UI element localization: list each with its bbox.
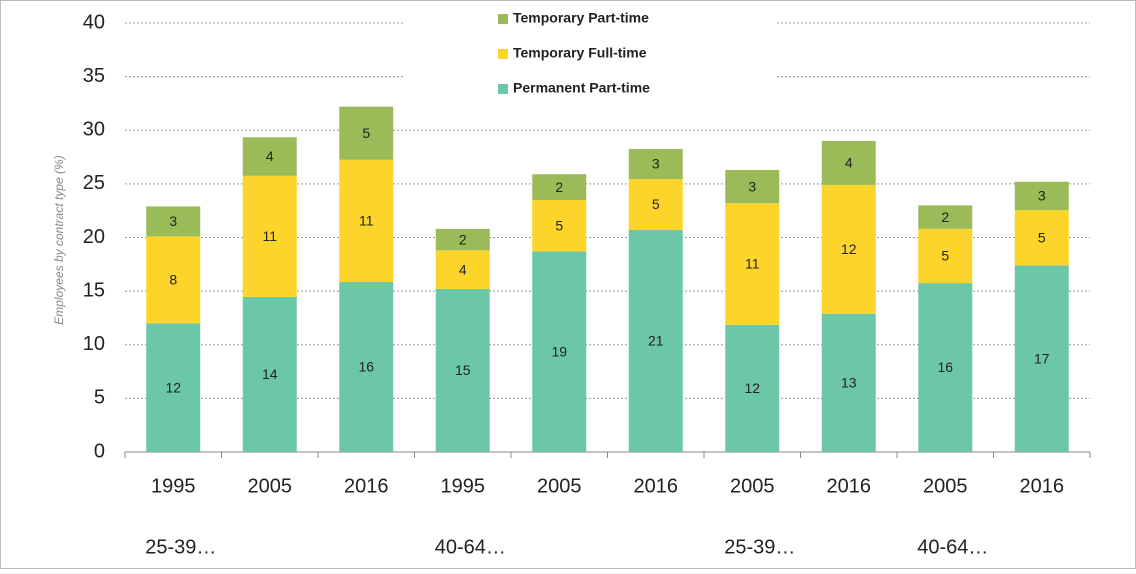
x-tick-label: 2016	[634, 475, 679, 497]
bar-segment	[918, 205, 973, 229]
bar-segment	[242, 175, 297, 298]
value-label: 15	[455, 362, 471, 378]
bar-segment	[821, 140, 876, 185]
value-label: 5	[941, 248, 949, 264]
bar-segment	[146, 206, 201, 237]
legend-label: Temporary Full-time	[513, 45, 647, 61]
value-label: 11	[262, 228, 277, 244]
y-tick-label: 15	[83, 279, 105, 301]
y-tick-label: 5	[94, 387, 105, 409]
legend-background	[405, 5, 775, 105]
y-tick-label: 20	[83, 226, 105, 248]
group-label: 25-39…	[724, 536, 795, 558]
y-tick-label: 10	[83, 333, 105, 355]
value-label: 21	[648, 333, 664, 349]
bar-segment	[821, 184, 876, 314]
value-label: 3	[169, 213, 177, 229]
value-label: 4	[845, 155, 853, 171]
bar-segment	[1014, 181, 1069, 211]
value-label: 3	[748, 178, 756, 194]
value-label: 4	[459, 261, 467, 277]
legend-swatch	[498, 84, 508, 94]
value-label: 3	[1038, 188, 1046, 204]
value-label: 12	[744, 380, 760, 396]
bar-segment	[435, 228, 490, 251]
value-label: 8	[169, 272, 177, 288]
x-tick-label: 2016	[827, 475, 872, 497]
bar-segment	[532, 251, 587, 452]
bar-segment	[242, 137, 297, 176]
group-label: 40-64…	[435, 536, 506, 558]
value-label: 12	[165, 379, 181, 395]
bar-segment	[532, 174, 587, 200]
y-axis-label: Employees by contract type (%)	[52, 155, 66, 324]
bar-segment	[435, 288, 490, 452]
x-tick-label: 2005	[923, 475, 968, 497]
x-tick-label: 2016	[1020, 475, 1065, 497]
value-label: 5	[362, 125, 370, 141]
x-tick-label: 1995	[441, 475, 486, 497]
x-tick-label: 2005	[730, 475, 775, 497]
bar-segment	[628, 229, 683, 452]
y-tick-label: 0	[94, 440, 105, 462]
x-tick-label: 1995	[151, 475, 196, 497]
bar-segment	[821, 313, 876, 452]
value-label: 4	[266, 148, 274, 164]
value-label: 3	[652, 156, 660, 172]
value-label: 16	[937, 359, 953, 375]
value-label: 5	[555, 217, 563, 233]
bar-segment	[628, 179, 683, 230]
group-label: 40-64…	[917, 536, 988, 558]
value-label: 11	[745, 256, 760, 272]
x-tick-label: 2005	[248, 475, 293, 497]
y-tick-label: 40	[83, 11, 105, 33]
value-label: 13	[841, 375, 857, 391]
legend-label: Temporary Part-time	[513, 10, 649, 26]
legend-swatch	[498, 49, 508, 59]
value-label: 2	[941, 209, 949, 225]
bar-segment	[725, 169, 780, 204]
bar-segment	[725, 324, 780, 452]
bar-segment	[628, 149, 683, 180]
y-tick-label: 35	[83, 65, 105, 87]
bar-segment	[242, 297, 297, 452]
value-label: 14	[262, 366, 278, 382]
value-label: 17	[1034, 350, 1050, 366]
x-tick-label: 2005	[537, 475, 582, 497]
bar-segment	[532, 199, 587, 252]
bar-segment	[339, 282, 394, 452]
value-label: 19	[551, 343, 567, 359]
value-label: 2	[555, 179, 563, 195]
y-tick-label: 30	[83, 119, 105, 141]
value-label: 12	[841, 241, 857, 257]
bar-segment	[435, 250, 490, 289]
bar-segment	[918, 283, 973, 452]
value-label: 2	[459, 231, 467, 247]
bar-segment	[339, 106, 394, 160]
group-label: 25-39…	[145, 536, 216, 558]
bar-segment	[146, 323, 201, 452]
value-label: 5	[1038, 229, 1046, 245]
value-label: 11	[359, 213, 374, 229]
value-label: 16	[358, 359, 374, 375]
bar-segment	[918, 228, 973, 284]
bar-segment	[725, 203, 780, 325]
legend-label: Permanent Part-time	[513, 80, 650, 96]
bar-segment	[1014, 265, 1069, 452]
legend-swatch	[498, 14, 508, 24]
bar-segment	[146, 236, 201, 324]
bar-segment	[1014, 210, 1069, 266]
y-tick-label: 25	[83, 172, 105, 194]
x-tick-label: 2016	[344, 475, 389, 497]
bar-segment	[339, 159, 394, 283]
value-label: 5	[652, 196, 660, 212]
